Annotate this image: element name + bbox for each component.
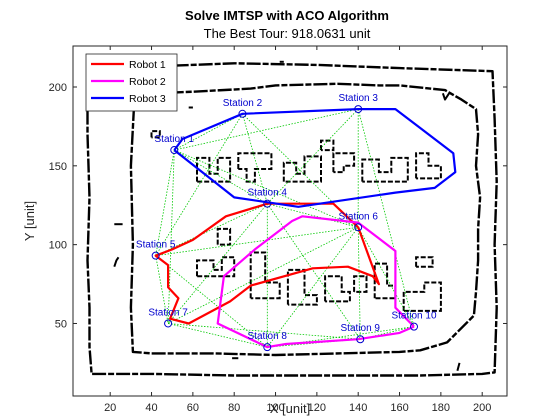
map-obstacle — [282, 155, 322, 183]
x-tick-label: 180 — [432, 402, 450, 414]
legend-label: Robot 1 — [129, 59, 166, 71]
map-obstacle — [320, 139, 335, 152]
axis-ticks: 20 40 60 80 100 120 140 160 180 200 50 100 150 200 — [49, 46, 507, 414]
station-label: Station 5 — [136, 240, 176, 251]
station-label: Station 10 — [391, 311, 436, 322]
station-marker — [238, 109, 247, 118]
map-wall — [456, 362, 461, 372]
map-walls — [86, 60, 498, 377]
plot-area: Station 1 Station 2 Station 3 Station 4 Stat… — [86, 60, 498, 377]
x-tick-label: 20 — [104, 402, 116, 414]
station-marker — [170, 146, 179, 155]
y-tick-label: 100 — [49, 240, 67, 252]
map-obstacle — [415, 256, 434, 268]
station-label: Station 8 — [248, 331, 288, 342]
x-tick-label: 100 — [266, 402, 284, 414]
candidate-path — [267, 203, 359, 228]
station-label: Station 2 — [223, 98, 263, 109]
map-obstacle — [249, 251, 281, 300]
map-wall — [86, 62, 498, 377]
x-tick-label: 200 — [473, 402, 491, 414]
candidate-paths — [155, 108, 415, 348]
station-label: Station 1 — [155, 134, 195, 145]
map-obstacle — [353, 275, 368, 293]
station-label: Station 9 — [341, 323, 381, 334]
x-tick-label: 120 — [308, 402, 326, 414]
candidate-path — [266, 227, 359, 348]
candidate-path — [357, 227, 415, 327]
station-marker — [410, 322, 418, 331]
y-tick-label: 200 — [49, 82, 67, 94]
map-obstacle — [415, 152, 442, 180]
legend-label: Robot 3 — [129, 93, 166, 105]
station-marker — [151, 251, 160, 260]
chart-title: Solve IMTSP with ACO Algorithm — [185, 8, 389, 23]
robot-route-robot-2 — [216, 215, 415, 349]
candidate-path — [174, 149, 359, 228]
station-marker — [354, 223, 363, 232]
candidate-path — [357, 227, 361, 340]
station-label: Station 4 — [248, 188, 288, 199]
map-obstacle — [237, 152, 273, 183]
candidate-path — [357, 109, 415, 327]
candidate-path — [155, 203, 268, 257]
map-obstacle — [196, 156, 232, 183]
chart-subtitle: The Best Tour: 918.0631 unit — [204, 26, 371, 41]
map-obstacle — [286, 268, 318, 306]
map-wall — [113, 256, 120, 268]
station-label: Station 7 — [148, 307, 188, 318]
station-marker — [354, 105, 363, 114]
x-tick-label: 60 — [187, 402, 199, 414]
candidate-path — [266, 203, 361, 340]
x-tick-label: 40 — [145, 402, 157, 414]
map-obstacle — [196, 256, 236, 278]
station-marker — [263, 343, 272, 352]
robot-route-robot-1 — [154, 202, 380, 325]
candidate-path — [267, 108, 359, 204]
station-marker — [263, 199, 272, 208]
map-obstacle — [150, 130, 161, 139]
station-marker — [356, 335, 365, 344]
candidate-path — [167, 226, 359, 324]
candidate-path — [155, 113, 243, 256]
candidate-path — [242, 113, 268, 204]
robot-route-robot-3 — [173, 107, 457, 208]
candidate-path — [174, 113, 243, 151]
candidate-path — [168, 323, 268, 348]
candidate-path — [155, 255, 169, 324]
axes-box — [72, 45, 508, 397]
map-wall — [441, 92, 450, 101]
candidate-path — [168, 323, 361, 340]
legend: Robot 1 Robot 2 Robot 3 — [85, 53, 178, 112]
station-label: Station 3 — [338, 93, 378, 104]
y-tick-label: 50 — [55, 318, 67, 330]
map-obstacle — [332, 152, 356, 174]
candidate-path — [267, 338, 361, 348]
x-tick-label: 160 — [390, 402, 408, 414]
x-tick-label: 80 — [228, 402, 240, 414]
map-obstacle — [216, 227, 232, 246]
y-tick-label: 150 — [49, 161, 67, 173]
candidate-path — [174, 108, 359, 151]
station-label: Station 6 — [338, 211, 378, 222]
stations: Station 1 Station 2 Station 3 Station 4 Stat… — [136, 93, 437, 352]
candidate-path — [155, 226, 359, 257]
candidate-path — [167, 203, 268, 324]
map-obstacles — [150, 130, 442, 312]
station-marker — [164, 319, 173, 328]
map-obstacle — [361, 156, 409, 183]
y-axis-label: Y [unit] — [22, 201, 37, 241]
candidate-path — [167, 150, 175, 324]
x-tick-label: 140 — [349, 402, 367, 414]
map-obstacle — [324, 275, 351, 303]
map-wall — [129, 72, 482, 357]
legend-label: Robot 2 — [129, 76, 166, 88]
map-obstacle — [402, 281, 442, 312]
robot-routes — [154, 107, 457, 349]
x-axis-label: X [unit] — [270, 401, 310, 416]
